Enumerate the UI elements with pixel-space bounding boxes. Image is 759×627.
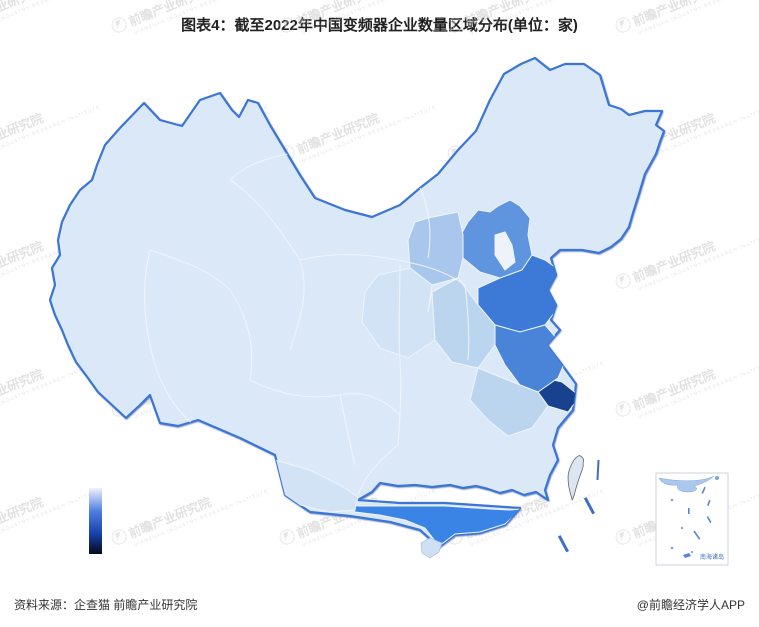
- svg-text:南海诸岛: 南海诸岛: [700, 553, 724, 561]
